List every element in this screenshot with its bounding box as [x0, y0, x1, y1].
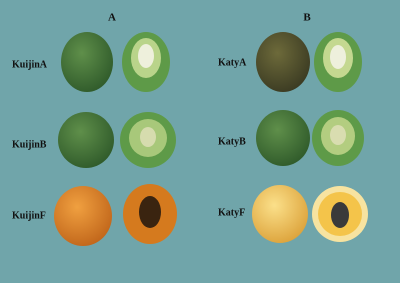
fruit-pit [139, 196, 161, 228]
fruit-whole [58, 112, 114, 168]
fruit-pit [140, 127, 156, 147]
sample-label: KuijinF [12, 210, 46, 221]
fruit-pit [138, 44, 154, 68]
fruit-whole [54, 186, 112, 246]
sample-label: KatyB [218, 136, 246, 147]
sample-label: KuijinB [12, 139, 47, 150]
fruit-whole [61, 32, 113, 92]
fruit-pit [330, 125, 346, 145]
fruit-whole [256, 110, 310, 166]
panel-title: A [108, 12, 116, 24]
fruit-pit [330, 45, 346, 69]
fruit-whole [256, 32, 310, 92]
sample-label: KatyF [218, 207, 245, 218]
fruit-whole [252, 185, 308, 243]
sample-label: KuijinA [12, 59, 48, 70]
sample-label: KatyA [218, 57, 247, 68]
panel-title: B [303, 12, 311, 24]
fruit-pit [331, 202, 349, 228]
